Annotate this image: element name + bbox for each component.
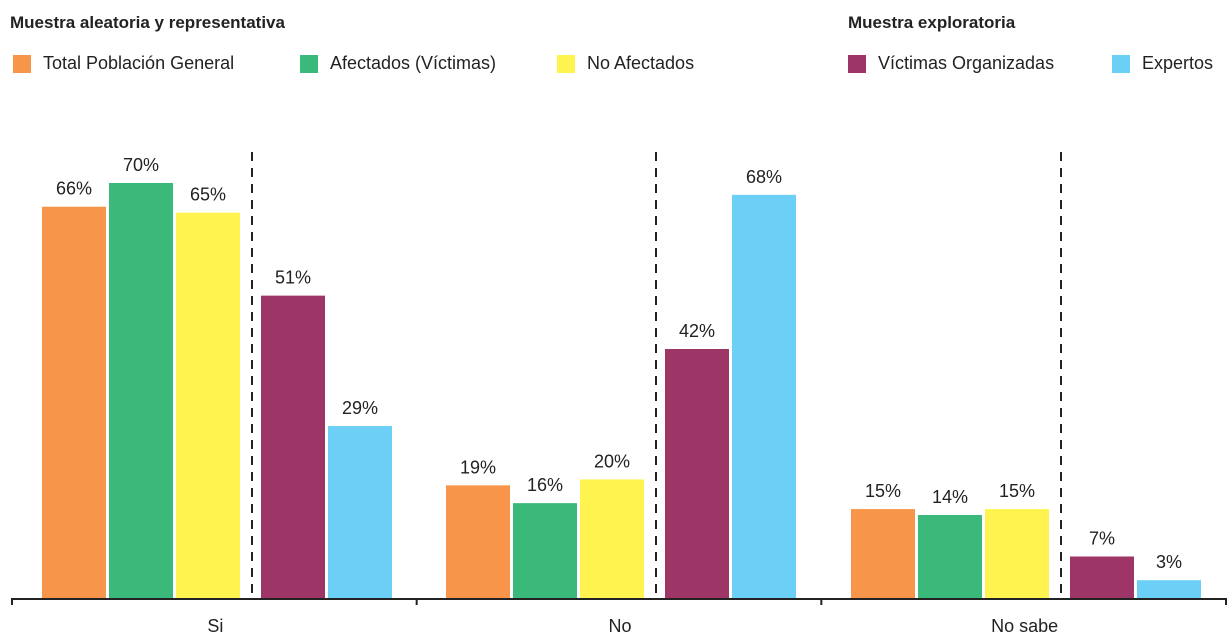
legend-item-victimas-organizadas: Víctimas Organizadas xyxy=(848,53,1054,74)
data-label-no-sabe-victimas-organizadas: 7% xyxy=(1089,529,1115,549)
bar-no-expertos xyxy=(732,194,796,598)
legend-label-victimas-organizadas: Víctimas Organizadas xyxy=(878,53,1055,73)
legend-item-total-poblacion: Total Población General xyxy=(13,53,234,74)
data-label-no-afectados-victimas: 16% xyxy=(527,475,563,495)
bar-no-total-poblacion-general xyxy=(446,485,510,598)
bar-no-sabe-afectados-victimas xyxy=(918,515,982,598)
legend-title-exploratory-sample: Muestra exploratoria xyxy=(848,13,1016,32)
bar-no-sabe-no-afectados xyxy=(985,509,1049,598)
legend-swatch-total-poblacion xyxy=(13,54,31,73)
bar-si-total-poblacion-general xyxy=(42,206,106,598)
data-label-no-victimas-organizadas: 42% xyxy=(679,321,715,341)
bar-si-expertos xyxy=(328,426,392,598)
legend-title-random-sample: Muestra aleatoria y representativa xyxy=(10,13,285,32)
legend-swatch-afectados xyxy=(300,54,318,73)
x-tick-label-si: Si xyxy=(207,616,223,634)
legend-label-afectados: Afectados (Víctimas) xyxy=(330,53,497,73)
data-label-si-afectados-victimas: 70% xyxy=(123,155,159,175)
bar-si-no-afectados xyxy=(176,212,240,598)
x-tick-label-no: No xyxy=(608,616,631,634)
data-label-si-total-poblacion-general: 66% xyxy=(56,179,92,199)
bar-no-no-afectados xyxy=(580,479,644,598)
data-label-no-expertos: 68% xyxy=(746,167,782,187)
legend-label-expertos: Expertos xyxy=(1142,53,1214,73)
data-label-si-no-afectados: 65% xyxy=(190,185,226,205)
data-label-no-sabe-no-afectados: 15% xyxy=(999,481,1035,501)
bar-no-victimas-organizadas xyxy=(665,349,729,598)
legend-label-total-poblacion: Total Población General xyxy=(43,53,235,73)
x-tick-label-no-sabe: No sabe xyxy=(991,616,1058,634)
data-label-si-expertos: 29% xyxy=(342,398,378,418)
bar-no-sabe-expertos xyxy=(1137,580,1201,598)
legend-swatch-no-afectados xyxy=(557,54,575,73)
legend-label-no-afectados: No Afectados xyxy=(587,53,695,73)
data-label-no-total-poblacion-general: 19% xyxy=(460,457,496,477)
data-label-no-sabe-expertos: 3% xyxy=(1156,552,1182,572)
legend-item-expertos: Expertos xyxy=(1112,53,1213,74)
data-label-no-no-afectados: 20% xyxy=(594,451,630,471)
bar-no-sabe-total-poblacion-general xyxy=(851,509,915,598)
legend-swatch-expertos xyxy=(1112,54,1130,73)
legend-swatch-victimas-organizadas xyxy=(848,54,866,73)
bar-si-afectados-victimas xyxy=(109,183,173,598)
bar-si-victimas-organizadas xyxy=(261,295,325,598)
data-label-si-victimas-organizadas: 51% xyxy=(275,268,311,288)
legend-item-no-afectados: No Afectados xyxy=(557,53,694,74)
legend-item-afectados: Afectados (Víctimas) xyxy=(300,53,496,74)
data-label-no-sabe-total-poblacion-general: 15% xyxy=(865,481,901,501)
bar-no-afectados-victimas xyxy=(513,503,577,598)
data-label-no-sabe-afectados-victimas: 14% xyxy=(932,487,968,507)
bar-no-sabe-victimas-organizadas xyxy=(1070,556,1134,598)
